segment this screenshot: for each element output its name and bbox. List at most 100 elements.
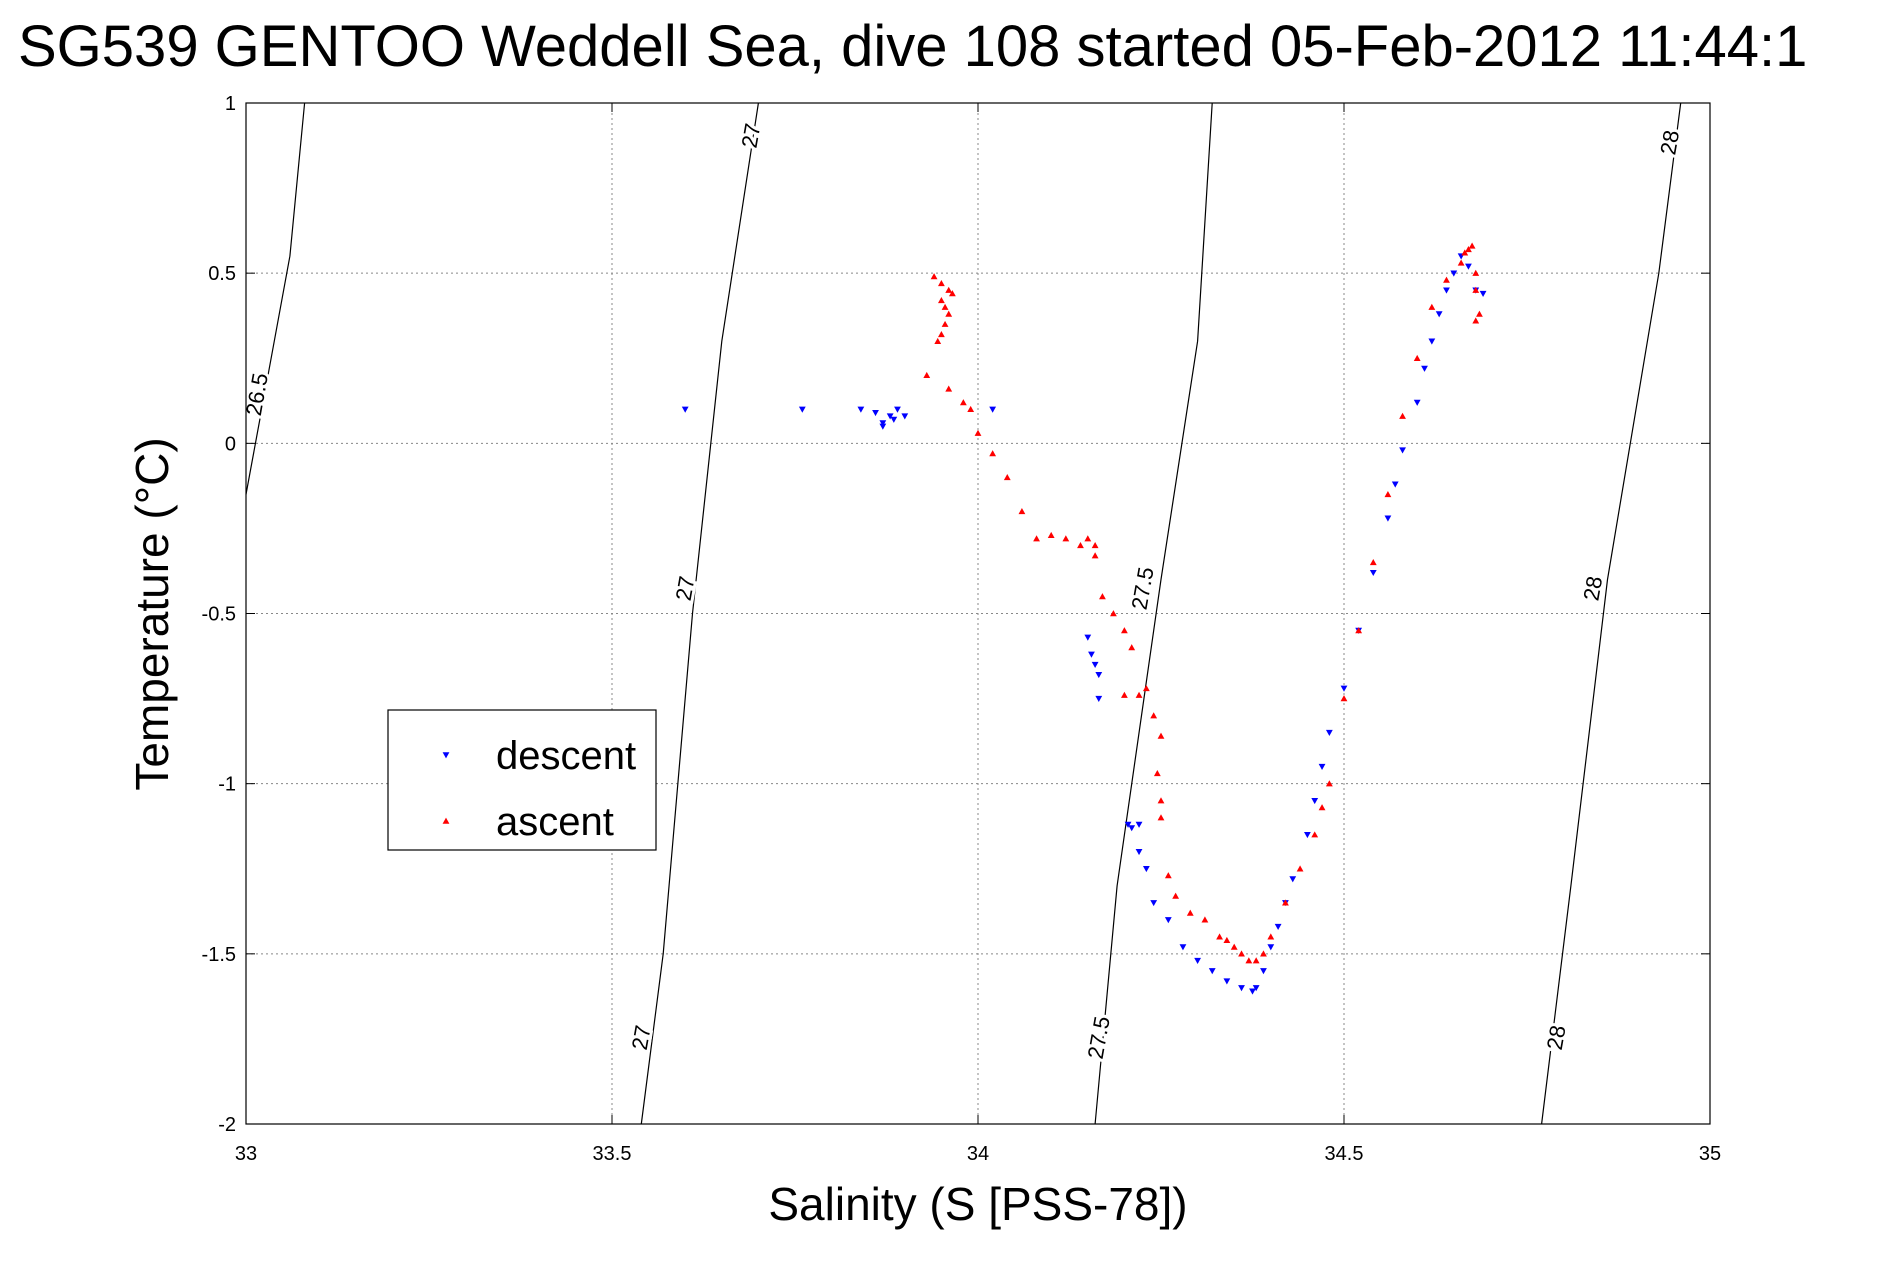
contour-label: 27 [737, 121, 766, 149]
ascent-point [1472, 269, 1480, 276]
ascent-point [1150, 712, 1158, 719]
ascent-point [1142, 684, 1150, 692]
ascent-point [1157, 814, 1165, 821]
ascent-point [1465, 245, 1472, 253]
ascent-point [1457, 259, 1465, 266]
x-tick-label: 33.5 [593, 1143, 632, 1165]
ascent-point [1260, 950, 1267, 957]
descent-point [879, 420, 887, 427]
ascent-point [1047, 531, 1055, 538]
descent-point [901, 413, 909, 420]
ascent-point [1172, 892, 1180, 899]
descent-point [1289, 876, 1297, 883]
legend: descent ascent [387, 709, 657, 851]
ascent-point [1428, 303, 1436, 310]
descent-point [1179, 944, 1187, 951]
ascent-point [1340, 695, 1348, 702]
ascent-point [1311, 831, 1319, 838]
descent-point [1252, 985, 1260, 992]
contour-line [1094, 102, 1213, 1125]
ascent-point [938, 279, 945, 287]
descent-point [1267, 944, 1275, 951]
ascent-point [1216, 933, 1223, 940]
ascent-point [1135, 691, 1143, 698]
y-tick-label: -1 [218, 774, 236, 796]
data-series [681, 242, 1487, 995]
ascent-point [1282, 899, 1289, 906]
y-tick-label: 1 [225, 93, 236, 115]
descent-point [872, 409, 879, 417]
x-axis-label: Salinity (S [PSS-78]) [768, 1178, 1187, 1230]
ascent-point [938, 331, 945, 338]
descent-point [1091, 661, 1099, 668]
ascent-point [1399, 412, 1406, 419]
ascent-point [1472, 286, 1480, 293]
ascent-point [1223, 936, 1231, 943]
descent-point [1340, 685, 1348, 692]
ascent-point [1121, 691, 1128, 698]
descent-point [1413, 399, 1421, 406]
descent-point [879, 423, 887, 430]
descent-point [1238, 985, 1245, 992]
descent-point [1135, 849, 1143, 856]
ascent-point [1318, 804, 1326, 811]
y-tick-label: -0.5 [202, 604, 236, 626]
ascent-point [1468, 242, 1476, 249]
ascent-point [941, 303, 949, 310]
ascent-point [989, 450, 997, 457]
ascent-point [1443, 276, 1450, 283]
descent-point [857, 406, 865, 413]
y-tick-label: 0.5 [208, 263, 236, 285]
contour-label: 27 [627, 1023, 656, 1051]
ascent-point [1369, 559, 1377, 566]
descent-point [1450, 270, 1458, 277]
x-tick-label: 34 [967, 1143, 989, 1165]
contour-line [245, 102, 306, 495]
ascent-point [1230, 943, 1238, 950]
contour-line [1541, 102, 1682, 1125]
ascent-point [1128, 644, 1136, 651]
ascent-point [1157, 797, 1165, 804]
ascent-point [1472, 317, 1480, 324]
ascent-point [1476, 310, 1483, 317]
grid-lines [246, 103, 1710, 1124]
chart-title: SG539 GENTOO Weddell Sea, dive 108 start… [18, 14, 1807, 79]
ascent-point [974, 429, 982, 436]
ascent-point [1245, 957, 1253, 964]
ascent-point [945, 310, 953, 317]
ascent-point [1062, 535, 1070, 542]
ascent-point [941, 320, 949, 327]
descent-point [798, 406, 806, 413]
descent-point [1164, 917, 1172, 924]
contour-label: 27 [671, 574, 700, 602]
ascent-point [930, 273, 938, 280]
descent-point [1428, 338, 1436, 345]
ascent-point [1099, 593, 1106, 600]
ascent-point [934, 337, 942, 344]
descent-point [1465, 263, 1472, 270]
ascent-point [923, 371, 931, 378]
legend-box [387, 709, 657, 851]
descent-point [1274, 923, 1282, 931]
descent-point [1311, 797, 1319, 805]
descent-point [1304, 831, 1311, 839]
descent-point [1391, 481, 1399, 488]
ascent-point [938, 296, 945, 304]
descent-point [1421, 365, 1428, 372]
descent-point [1479, 290, 1487, 297]
ascent-point [1153, 770, 1161, 777]
y-axis-label: Temperature (°C) [126, 437, 178, 790]
descent-point [989, 406, 997, 413]
y-tick-label: -1.5 [202, 944, 236, 966]
ascent-point [1384, 490, 1392, 498]
ascent-point [1186, 909, 1194, 916]
legend-entries: descent ascent [442, 734, 636, 844]
descent-point [1208, 968, 1216, 975]
y-tick-label: 0 [225, 433, 236, 455]
descent-point [1249, 988, 1256, 995]
y-tick-label: -2 [218, 1114, 236, 1136]
ascent-point [1121, 627, 1128, 634]
x-tick-label: 34.5 [1325, 1143, 1364, 1165]
descent-point [1135, 821, 1143, 828]
